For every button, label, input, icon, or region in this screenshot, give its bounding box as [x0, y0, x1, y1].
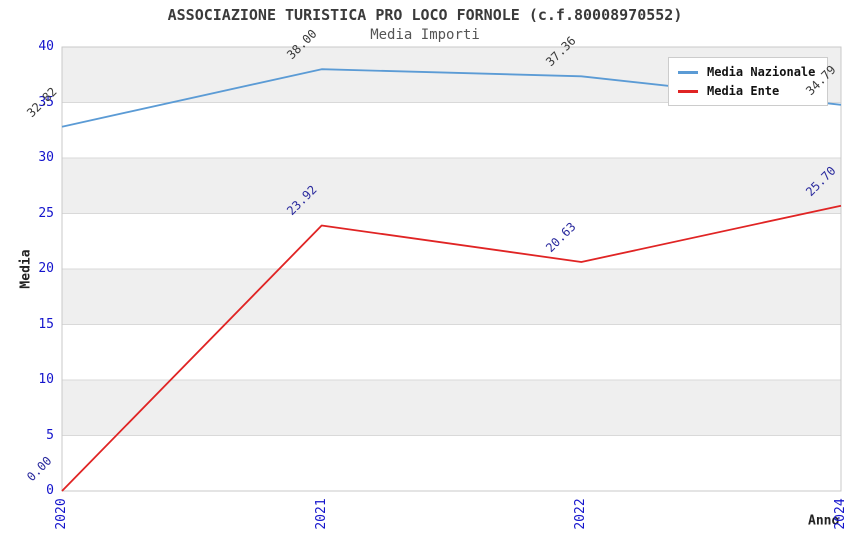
y-tick-label: 35 — [38, 94, 54, 110]
legend-entry-media-nazionale: Media Nazionale — [678, 65, 815, 79]
x-tick-label: 2020 — [54, 498, 69, 530]
y-tick-label: 30 — [38, 150, 54, 165]
chart-title: ASSOCIAZIONE TURISTICA PRO LOCO FORNOLE … — [167, 6, 683, 24]
x-tick-label: 2021 — [313, 498, 329, 530]
chart-subtitle: Media Importi — [370, 27, 480, 43]
y-tick-label: 5 — [46, 427, 54, 443]
x-axis-title: Anno — [808, 513, 840, 529]
series-line-media-ente — [61, 204, 842, 492]
x-tick-label: 2022 — [573, 498, 589, 530]
legend: Media Nazionale Media Ente — [668, 57, 829, 106]
legend-label: Media Ente — [707, 84, 780, 98]
y-tick-label: 15 — [38, 316, 54, 332]
plot-band — [62, 380, 841, 436]
plot-band — [62, 269, 841, 325]
y-tick-label: 25 — [38, 205, 54, 221]
plot-border — [61, 46, 842, 492]
y-tick-label: 10 — [38, 372, 54, 387]
legend-label: Media Nazionale — [707, 65, 816, 79]
y-tick-label: 40 — [38, 39, 54, 54]
x-tick-label: 2024 — [833, 498, 848, 530]
legend-line-swatch — [678, 70, 698, 74]
y-tick-label: 0 — [46, 483, 54, 498]
y-tick-label: 20 — [38, 261, 54, 276]
plot-band — [62, 158, 841, 214]
legend-line-swatch — [678, 89, 698, 93]
legend-entry-media-ente: Media Ente — [678, 84, 815, 98]
